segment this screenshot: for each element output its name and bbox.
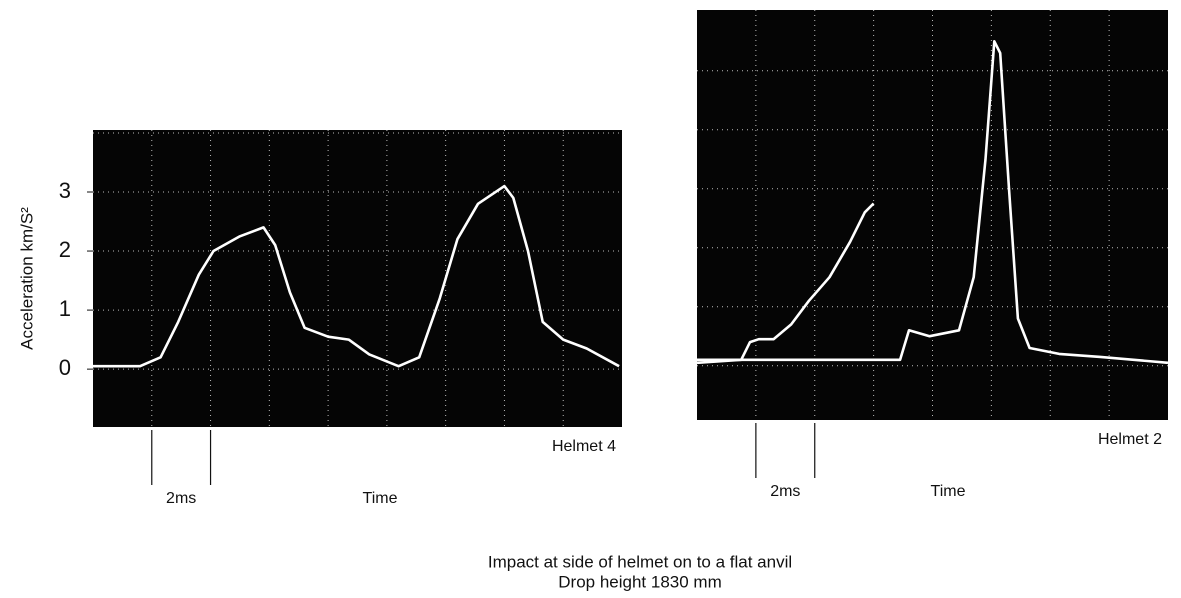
caption: Drop height 1830 mm: [558, 572, 721, 591]
trace: [696, 202, 875, 365]
x-axis-label: Time: [931, 483, 966, 500]
screen: [93, 130, 622, 427]
y-tick-label: 2: [59, 237, 71, 262]
trace: [697, 40, 1169, 365]
trace: [93, 184, 620, 368]
y-tick-label: 1: [59, 296, 71, 321]
y-tick-label: 0: [59, 355, 71, 380]
caption: Impact at side of helmet on to a flat an…: [488, 552, 792, 571]
scale-label: 2ms: [166, 490, 196, 507]
panel-label: Helmet 4: [552, 438, 616, 455]
y-axis-label: Acceleration km/S²: [17, 207, 36, 350]
x-axis-label: Time: [363, 490, 398, 507]
y-tick-label: 3: [59, 178, 71, 203]
panel-label: Helmet 2: [1098, 431, 1162, 448]
scale-label: 2ms: [770, 483, 800, 500]
